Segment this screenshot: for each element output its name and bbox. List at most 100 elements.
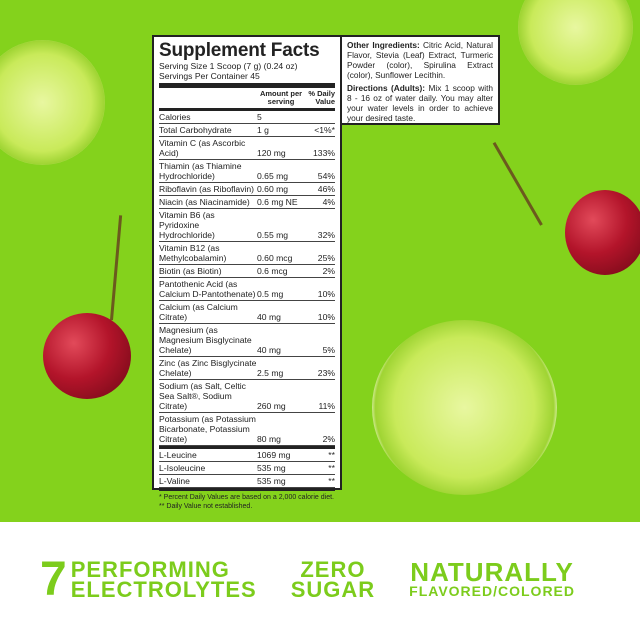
footnote: * Percent Daily Values are based on a 2,… bbox=[159, 494, 334, 501]
claim-electrolytes: 7 PERFORMING ELECTROLYTES bbox=[40, 553, 257, 606]
servings-per-container: Servings Per Container 45 bbox=[159, 71, 260, 81]
nutrient-name: Thiamin (as Thiamine Hydrochloride) bbox=[159, 161, 242, 181]
nutrient-row: Niacin (as Niacinamide) 0.6 mg NE 4% bbox=[159, 196, 335, 209]
nutrient-amount: 0.55 mg bbox=[257, 230, 289, 240]
nutrient-dv: 46% bbox=[317, 184, 335, 194]
nutrient-name: L-Isoleucine bbox=[159, 463, 206, 473]
nutrient-dv: ** bbox=[328, 476, 335, 486]
serving-size: Serving Size 1 Scoop (7 g) (0.24 oz) bbox=[159, 61, 298, 71]
nutrient-row: Total Carbohydrate 1 g <1%* bbox=[159, 124, 335, 137]
nutrient-amount: 40 mg bbox=[257, 345, 281, 355]
nutrient-row: Zinc (as Zinc Bisglycinate Chelate) 2.5 m… bbox=[159, 357, 335, 380]
nutrient-amount: 5 bbox=[257, 112, 262, 122]
nutrient-row: L-Valine 535 mg ** bbox=[159, 475, 335, 488]
nutrient-dv: 54% bbox=[317, 171, 335, 181]
nutrient-name: Potassium (as Potassium Bicarbonate, Pot… bbox=[159, 414, 256, 444]
nutrient-amount: 2.5 mg bbox=[257, 368, 284, 378]
nutrient-row: Magnesium (as Magnesium Bisglycinate Che… bbox=[159, 324, 335, 357]
nutrient-amount: 120 mg bbox=[257, 148, 286, 158]
nutrient-amount: 0.5 mg bbox=[257, 289, 284, 299]
nutrient-row: Vitamin B12 (as Methylcobalamin) 0.60 mcg… bbox=[159, 242, 335, 265]
nutrient-amount: 1 g bbox=[257, 125, 269, 135]
claim-text: NATURALLY bbox=[410, 557, 574, 587]
nutrient-dv: 32% bbox=[317, 230, 335, 240]
nutrient-row: L-Isoleucine 535 mg ** bbox=[159, 462, 335, 475]
nutrient-row: Pantothenic Acid (as Calcium D-Pantothen… bbox=[159, 278, 335, 301]
nutrient-row: L-Leucine 1069 mg ** bbox=[159, 449, 335, 462]
facts-title: Supplement Facts bbox=[159, 40, 320, 61]
nutrient-row: Vitamin C (as Ascorbic Acid) 120 mg 133% bbox=[159, 137, 335, 160]
lime-slice-image bbox=[0, 40, 105, 165]
ingredients-label: Other Ingredients: bbox=[347, 40, 420, 50]
nutrient-row: Biotin (as Biotin) 0.6 mcg 2% bbox=[159, 265, 335, 278]
nutrient-dv: 10% bbox=[317, 289, 335, 299]
nutrient-name: Calcium (as Calcium Citrate) bbox=[159, 302, 238, 322]
nutrient-row: Riboflavin (as Riboflavin) 0.60 mg 46% bbox=[159, 183, 335, 196]
nutrient-row: Vitamin B6 (as Pyridoxine Hydrochloride)… bbox=[159, 209, 335, 242]
claim-zero-sugar: ZERO SUGAR bbox=[290, 557, 376, 602]
nutrient-name: Vitamin B6 (as Pyridoxine Hydrochloride) bbox=[159, 210, 215, 240]
nutrient-row: Thiamin (as Thiamine Hydrochloride) 0.65 … bbox=[159, 160, 335, 183]
nutrient-name: Total Carbohydrate bbox=[159, 125, 232, 135]
col-amount: Amount per serving bbox=[259, 89, 303, 106]
claim-text: SUGAR bbox=[290, 577, 376, 602]
cherry-image bbox=[43, 313, 131, 399]
nutrient-dv: 11% bbox=[318, 401, 335, 411]
nutrient-row: Sodium (as Salt, Celtic Sea Salt®, Sodiu… bbox=[159, 380, 335, 413]
nutrient-amount: 1069 mg bbox=[257, 450, 291, 460]
nutrient-amount: 0.65 mg bbox=[257, 171, 289, 181]
nutrient-dv: 4% bbox=[322, 197, 335, 207]
directions-label: Directions (Adults): bbox=[347, 83, 426, 93]
nutrient-name: Riboflavin (as Riboflavin) bbox=[159, 184, 255, 194]
claim-number: 7 bbox=[40, 553, 67, 606]
ingredients-text: Citric Acid, Natural Flavor, Stevia (Lea… bbox=[347, 40, 493, 80]
nutrient-dv: ** bbox=[328, 463, 335, 473]
nutrient-amount: 260 mg bbox=[257, 401, 286, 411]
cherry-image bbox=[565, 190, 640, 275]
nutrient-row: Calories 5 bbox=[159, 111, 335, 124]
footnote: ** Daily Value not established. bbox=[159, 503, 253, 510]
claim-text: ZERO bbox=[300, 557, 366, 582]
nutrient-dv: 10% bbox=[317, 312, 335, 322]
cherry-stem bbox=[492, 141, 543, 226]
nutrient-name: Vitamin B12 (as Methylcobalamin) bbox=[159, 243, 227, 263]
nutrient-name: Zinc (as Zinc Bisglycinate Chelate) bbox=[159, 358, 257, 378]
nutrient-name: L-Valine bbox=[159, 476, 190, 486]
nutrient-name: Sodium (as Salt, Celtic Sea Salt®, Sodiu… bbox=[159, 381, 246, 411]
nutrient-amount: 80 mg bbox=[257, 434, 281, 444]
nutrient-name: Magnesium (as Magnesium Bisglycinate Che… bbox=[159, 325, 252, 355]
nutrient-name: Pantothenic Acid (as Calcium D-Pantothen… bbox=[159, 279, 256, 299]
nutrient-amount: 0.60 mg bbox=[257, 184, 289, 194]
directions-text: Mix 1 scoop with 8 - 16 oz of water dail… bbox=[347, 83, 493, 123]
nutrient-name: L-Leucine bbox=[159, 450, 197, 460]
nutrient-name: Calories bbox=[159, 112, 191, 122]
other-ingredients-panel: Other Ingredients: Citric Acid, Natural … bbox=[342, 35, 500, 125]
claim-naturally: NATURALLY FLAVORED/COLORED bbox=[409, 557, 576, 600]
nutrient-amount: 535 mg bbox=[257, 476, 286, 486]
supplement-facts-panel: Supplement Facts Serving Size 1 Scoop (7… bbox=[152, 35, 342, 510]
nutrient-name: Vitamin C (as Ascorbic Acid) bbox=[159, 138, 246, 158]
nutrient-amount: 535 mg bbox=[257, 463, 286, 473]
lime-half-image bbox=[372, 320, 557, 495]
cherry-stem bbox=[110, 215, 123, 321]
nutrient-dv: 5% bbox=[322, 345, 335, 355]
nutrient-dv: 25% bbox=[317, 253, 335, 263]
nutrient-row: Potassium (as Potassium Bicarbonate, Pot… bbox=[159, 413, 335, 446]
nutrient-dv: <1%* bbox=[314, 125, 335, 135]
nutrient-amount: 0.6 mg NE bbox=[257, 197, 298, 207]
lime-slice-image bbox=[518, 0, 633, 85]
nutrient-name: Biotin (as Biotin) bbox=[159, 266, 222, 276]
nutrient-row: Calcium (as Calcium Citrate) 40 mg 10% bbox=[159, 301, 335, 324]
claim-text: FLAVORED/COLORED bbox=[409, 583, 576, 599]
col-dv: % Daily Value bbox=[308, 89, 335, 106]
nutrient-amount: 40 mg bbox=[257, 312, 281, 322]
claims-band: 7 PERFORMING ELECTROLYTES ZERO SUGAR NATUR… bbox=[0, 553, 640, 606]
claim-text: ELECTROLYTES bbox=[70, 577, 257, 602]
claim-text: PERFORMING bbox=[70, 557, 230, 582]
nutrient-name: Niacin (as Niacinamide) bbox=[159, 197, 250, 207]
nutrient-dv: 133% bbox=[313, 148, 335, 158]
nutrient-dv: 23% bbox=[317, 368, 335, 378]
nutrient-amount: 0.6 mcg bbox=[257, 266, 288, 276]
nutrient-amount: 0.60 mcg bbox=[257, 253, 293, 263]
nutrient-dv: 2% bbox=[322, 266, 335, 276]
